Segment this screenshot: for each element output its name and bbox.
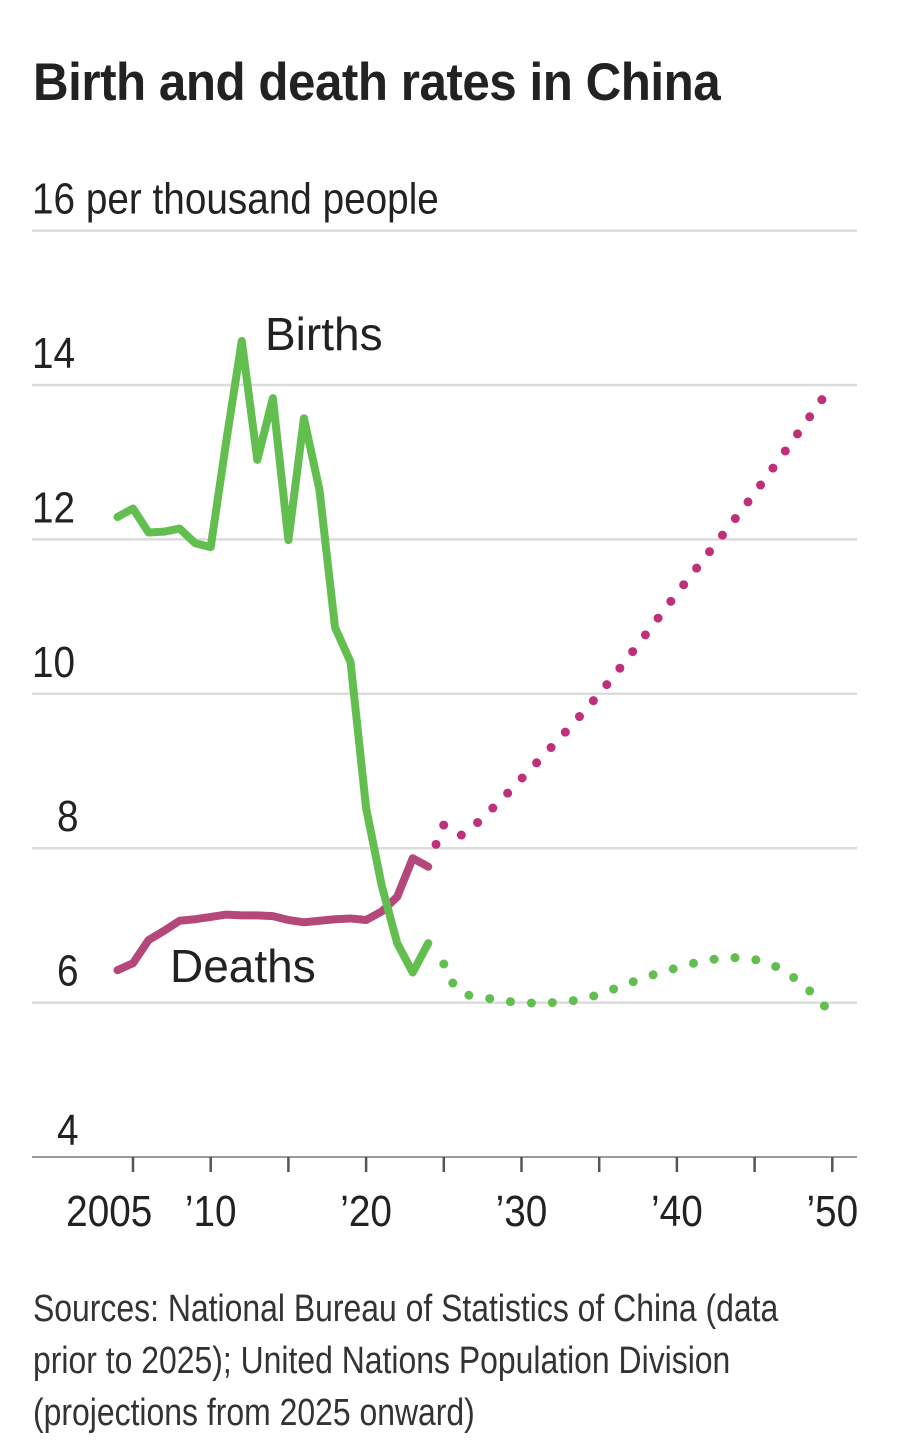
sources-note: Sources: National Bureau of Statistics o… xyxy=(33,1288,779,1434)
deaths-line xyxy=(113,854,433,975)
x-tick-label: ’10 xyxy=(185,1186,237,1236)
y-tick-label: 10 xyxy=(32,636,75,686)
y-tick-label: 14 xyxy=(32,328,75,378)
x-tick-label: ’50 xyxy=(806,1186,858,1236)
x-tick-label: ’40 xyxy=(651,1186,703,1236)
deaths-projection-dotted-line xyxy=(431,380,837,849)
x-tick-label: 2005 xyxy=(66,1186,152,1236)
births-label: Births xyxy=(265,308,383,360)
x-tick-label: ’30 xyxy=(496,1186,548,1236)
x-axis: 2005 ’10 ’20 ’30 ’40 ’50 xyxy=(66,1157,858,1236)
deaths-label: Deaths xyxy=(170,940,316,992)
y-tick-label: 16 per thousand people xyxy=(32,173,439,223)
y-tick-label: 12 xyxy=(32,482,75,532)
y-tick-label: 8 xyxy=(57,791,79,841)
y-tick-label: 6 xyxy=(57,945,79,995)
gridlines xyxy=(32,229,857,1158)
births-projection-dotted-line xyxy=(439,953,837,1019)
births-line xyxy=(113,336,433,977)
series-lines xyxy=(113,336,837,1019)
line-chart: 4 6 8 10 12 14 16 per thousand people 2005 ’10 ’… xyxy=(32,173,858,1236)
y-tick-label: 4 xyxy=(57,1105,79,1155)
y-axis: 4 6 8 10 12 14 16 per thousand people xyxy=(32,173,439,1154)
chart-title: Birth and death rates in China xyxy=(33,53,721,112)
x-tick-label: ’20 xyxy=(340,1186,392,1236)
